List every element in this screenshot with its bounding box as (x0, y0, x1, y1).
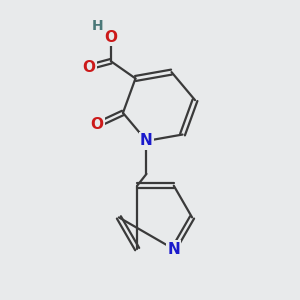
Text: N: N (140, 134, 153, 148)
Text: O: O (91, 117, 103, 132)
Text: O: O (104, 30, 117, 45)
Text: N: N (167, 242, 180, 256)
Text: H: H (92, 19, 103, 33)
Text: O: O (83, 60, 96, 75)
